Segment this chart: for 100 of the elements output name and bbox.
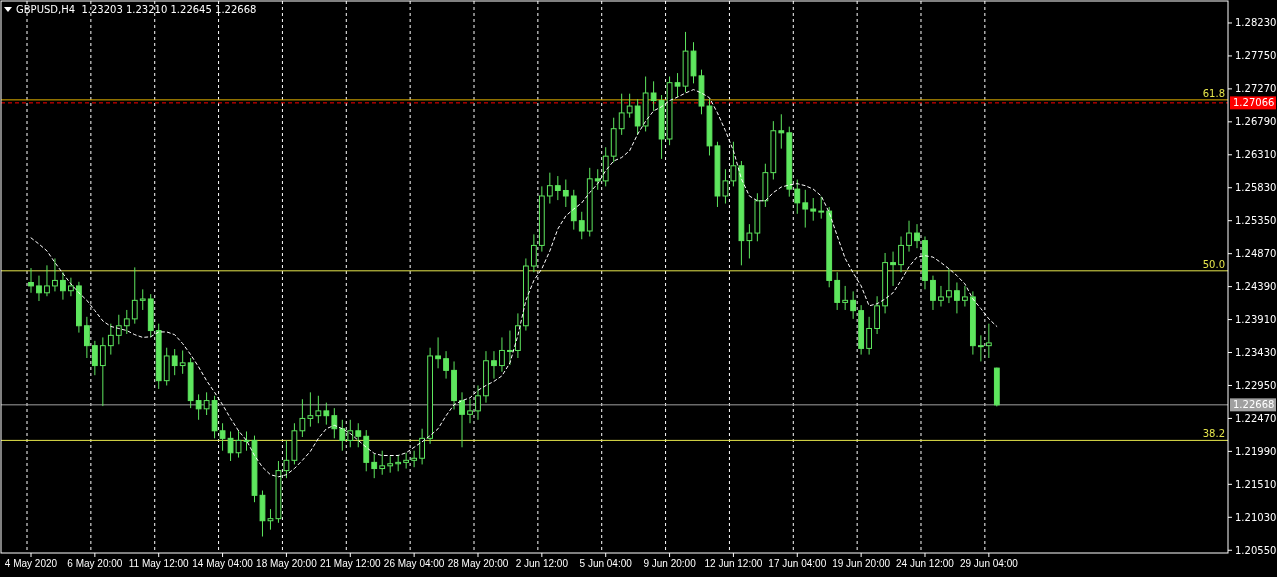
candlestick xyxy=(323,402,330,426)
candlestick xyxy=(977,334,984,362)
candlestick xyxy=(650,80,657,112)
candlestick xyxy=(123,309,130,335)
candlestick xyxy=(60,271,66,301)
candlestick xyxy=(203,391,210,416)
candlestick xyxy=(842,285,849,311)
y-tick-label: 1.20550 xyxy=(1235,544,1277,556)
y-tick-label: 1.21030 xyxy=(1235,511,1277,523)
y-tick-label: 1.22470 xyxy=(1235,412,1277,424)
candlestick xyxy=(355,422,362,448)
candlestick xyxy=(594,168,601,191)
candlestick xyxy=(578,211,585,240)
y-tick-label: 1.27270 xyxy=(1235,83,1277,95)
candlestick xyxy=(930,275,936,311)
candlestick xyxy=(28,267,34,294)
candlestick xyxy=(507,330,513,366)
candlestick xyxy=(339,419,346,452)
x-tick-label: 2 Jun 12:00 xyxy=(515,558,569,569)
candlestick xyxy=(730,141,737,187)
candlestick xyxy=(962,285,968,308)
candlestick xyxy=(91,340,98,376)
candlestick xyxy=(906,220,912,253)
candlestick xyxy=(475,384,481,421)
x-tick-label: 6 May 20:00 xyxy=(67,558,123,569)
x-tick-label: 12 Jun 12:00 xyxy=(704,558,763,569)
x-tick-label: 21 May 12:00 xyxy=(319,558,382,569)
candlestick xyxy=(83,316,90,359)
y-tick-label: 1.23430 xyxy=(1235,347,1277,359)
candlestick xyxy=(195,393,202,421)
candlestick xyxy=(914,223,920,249)
ref-line-label: 1.27066 xyxy=(1233,97,1275,109)
candlestick xyxy=(562,179,569,208)
candlestick xyxy=(179,349,186,375)
candlestick xyxy=(459,391,465,448)
x-tick-label: 5 Jun 04:00 xyxy=(579,558,633,569)
candlestick xyxy=(435,336,441,369)
candlestick xyxy=(36,275,42,302)
ref-line-label: 1.22668 xyxy=(1233,399,1275,411)
x-tick-label: 18 May 20:00 xyxy=(256,558,318,569)
candlestick xyxy=(802,189,809,229)
candlestick xyxy=(299,398,306,438)
x-tick-label: 24 Jun 12:00 xyxy=(896,558,955,569)
x-tick-label: 26 May 04:00 xyxy=(383,558,445,569)
candlestick xyxy=(307,391,314,428)
candlestick xyxy=(874,295,880,335)
y-tick-label: 1.24390 xyxy=(1235,281,1277,293)
candlestick xyxy=(419,428,426,465)
candlestick xyxy=(954,281,960,314)
candlestick xyxy=(411,450,418,468)
candlestick xyxy=(52,257,58,292)
candlestick xyxy=(938,285,944,308)
candlestick xyxy=(618,93,625,136)
y-tick-label: 1.21990 xyxy=(1235,445,1277,457)
candlestick xyxy=(491,350,497,380)
candlestick xyxy=(626,93,633,119)
y-tick-label: 1.25830 xyxy=(1235,182,1277,194)
candlestick xyxy=(634,98,641,136)
y-tick-label: 1.21510 xyxy=(1235,478,1277,490)
annotation: 38.2 xyxy=(1202,428,1225,440)
candlestick xyxy=(778,113,785,150)
candlestick xyxy=(810,197,817,222)
y-tick-label: 1.25350 xyxy=(1235,215,1277,227)
candlestick xyxy=(131,266,138,325)
candlestick xyxy=(68,277,74,297)
candlestick xyxy=(331,407,338,439)
candlestick xyxy=(866,316,873,356)
y-tick-label: 1.23910 xyxy=(1235,314,1277,326)
x-tick-label: 9 Jun 20:00 xyxy=(643,558,697,569)
candlestick xyxy=(499,336,505,373)
candlestick xyxy=(115,314,122,345)
candlestick xyxy=(554,175,561,201)
candlestick xyxy=(818,196,825,220)
candlestick xyxy=(107,323,114,356)
annotation: 50.0 xyxy=(1202,258,1225,270)
candlestick xyxy=(546,172,553,205)
x-tick-label: 19 Jun 20:00 xyxy=(832,558,891,569)
candlestick xyxy=(379,450,386,476)
x-tick-label: 4 May 2020 xyxy=(4,558,58,569)
candlestick xyxy=(283,439,290,479)
candlestick xyxy=(946,268,952,304)
candlestick xyxy=(219,422,226,452)
candlestick xyxy=(850,290,857,320)
annotation: 61.8 xyxy=(1202,87,1225,99)
candlestick xyxy=(467,398,473,424)
candlestick xyxy=(530,233,537,273)
chart-title: GBPUSD,H4 1.23203 1.23210 1.22645 1.22668 xyxy=(16,4,257,15)
candlestick xyxy=(99,336,106,407)
x-tick-label: 11 May 12:00 xyxy=(128,558,190,569)
candlestick xyxy=(746,223,753,259)
candlestick xyxy=(890,251,896,287)
candlestick xyxy=(834,271,841,311)
candlestick xyxy=(898,235,904,273)
x-tick-label: 28 May 20:00 xyxy=(447,558,509,569)
candlestick xyxy=(315,395,322,424)
candlestick xyxy=(443,350,449,380)
y-tick-label: 1.28230 xyxy=(1235,17,1277,29)
x-tick-label: 29 Jun 04:00 xyxy=(959,558,1019,569)
candlestick xyxy=(171,348,178,376)
candlestick xyxy=(985,323,992,359)
